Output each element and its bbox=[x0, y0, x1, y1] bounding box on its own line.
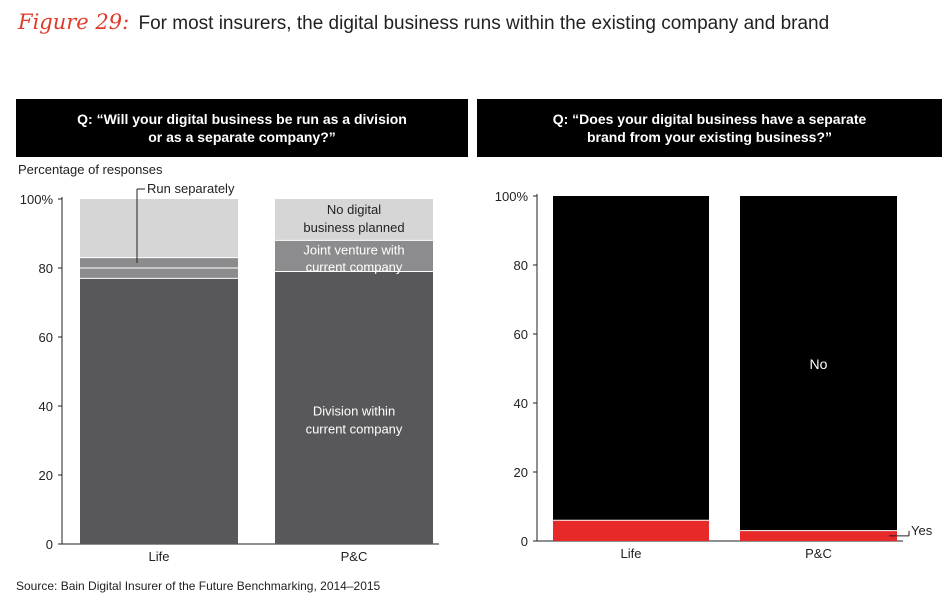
right-category-label: Life bbox=[621, 546, 642, 561]
no-label: No bbox=[810, 356, 828, 372]
left-y-tick-label: 80 bbox=[39, 261, 53, 276]
left-bar-life-no-digital-business-planned bbox=[80, 199, 238, 258]
right-category-label: P&C bbox=[805, 546, 832, 561]
left-bar-life-run-separately bbox=[80, 257, 238, 268]
figure-label: Figure 29: bbox=[18, 10, 130, 34]
right-y-tick-label: 20 bbox=[514, 465, 528, 480]
yes-label: Yes bbox=[911, 523, 933, 538]
joint-venture-label: current company bbox=[306, 259, 403, 274]
division-within-company-label: current company bbox=[306, 421, 403, 436]
left-question-line-2: or as a separate company?” bbox=[148, 129, 336, 145]
right-question-line-1: Q: “Does your digital business have a se… bbox=[552, 111, 867, 127]
right-bar-life-yes bbox=[553, 520, 709, 541]
right-question-box: Q: “Does your digital business have a se… bbox=[477, 99, 942, 157]
left-bar-p-c-division-within-current-company bbox=[275, 271, 433, 544]
division-within-company-label: Division within bbox=[313, 403, 395, 418]
source-note: Source: Bain Digital Insurer of the Futu… bbox=[16, 579, 381, 593]
left-bar-life-division-within-current-company bbox=[80, 278, 238, 544]
y-axis-label: Percentage of responses bbox=[18, 162, 163, 177]
left-y-tick-label: 40 bbox=[39, 399, 53, 414]
figure-title: Figure 29: For most insurers, the digita… bbox=[18, 10, 829, 35]
right-y-tick-label: 60 bbox=[514, 327, 528, 342]
right-question-line-2: brand from your existing business?” bbox=[586, 129, 833, 145]
left-y-tick-label: 60 bbox=[39, 330, 53, 345]
left-bar-life-joint-venture-with-current-company bbox=[80, 268, 238, 279]
right-y-tick-label: 0 bbox=[521, 534, 528, 549]
no-digital-label: business planned bbox=[303, 220, 404, 235]
right-bar-life-no bbox=[553, 196, 709, 521]
run-separately-label: Run separately bbox=[147, 181, 235, 196]
no-digital-label: No digital bbox=[327, 202, 381, 217]
left-category-label: Life bbox=[149, 549, 170, 564]
left-y-tick-label: 0 bbox=[46, 537, 53, 552]
right-bar-p-c-yes bbox=[740, 530, 897, 541]
left-bar-p-c-no-digital-business-planned bbox=[275, 199, 433, 241]
left-category-label: P&C bbox=[341, 549, 368, 564]
joint-venture-label: Joint venture with bbox=[303, 242, 404, 257]
right-y-tick-label: 80 bbox=[514, 258, 528, 273]
right-y-tick-label: 40 bbox=[514, 396, 528, 411]
left-bar-p-c-joint-venture-with-current-company bbox=[275, 240, 433, 272]
right-bar-p-c-no bbox=[740, 196, 897, 531]
left-question-line-1: Q: “Will your digital business be run as… bbox=[77, 111, 407, 127]
figure-headline: For most insurers, the digital business … bbox=[138, 13, 830, 34]
left-y-tick-label: 100% bbox=[20, 192, 54, 207]
right-y-tick-label: 100% bbox=[495, 189, 529, 204]
left-question-box: Q: “Will your digital business be run as… bbox=[16, 99, 468, 157]
left-y-tick-label: 20 bbox=[39, 468, 53, 483]
